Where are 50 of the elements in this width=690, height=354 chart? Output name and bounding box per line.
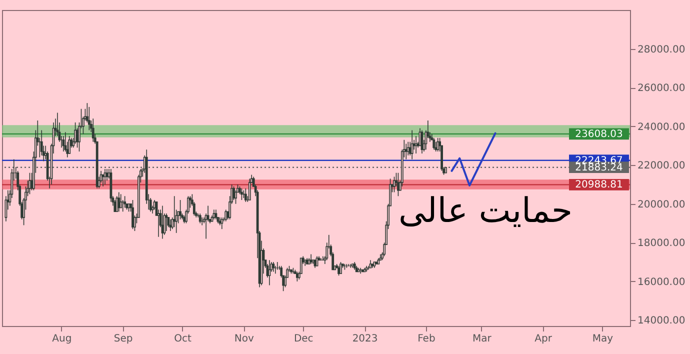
candlestick [234,190,237,204]
x-tick-label: Nov [234,334,254,344]
candlestick [68,136,71,154]
candlestick [393,176,396,193]
candlestick [198,213,202,224]
candlestick [132,200,134,230]
candlestick [410,130,414,160]
candlestick [165,213,168,232]
ref-line-label: 20988.81 [575,180,623,191]
candlestick [268,260,271,286]
candlestick [434,141,438,152]
x-tick-label: Dec [294,334,314,344]
candlestick [92,118,94,142]
candlestick [120,194,122,208]
y-tick-label: 14000.00 [638,316,686,327]
x-tick-label: Feb [418,334,436,344]
y-tick-label: 22000.00 [638,160,686,172]
x-tick-label: Sep [114,334,133,344]
y-tick-label: 26000.00 [638,83,686,94]
x-tick-label: May [592,334,614,344]
candlestick [248,178,251,200]
x-tick-label: Apr [534,334,553,344]
candlestick [404,143,408,160]
candlestick [340,262,342,274]
candlestick [179,200,182,220]
ref-line-label: 23608.03 [575,128,623,140]
candlestick [232,186,235,200]
x-tick-label: Mar [472,334,492,344]
y-tick-label: 28000.00 [638,44,686,56]
x-tick-label: Aug [52,334,72,344]
annotation: حمایت عالی [398,191,573,232]
candlestick [212,209,216,220]
candlestick [118,192,120,212]
candlestick [88,106,90,131]
y-tick-label: 24000.00 [638,122,686,133]
ref-line-label: 21883.24 [575,162,623,174]
candlestick [214,209,218,220]
x-tick-label: 2023 [352,334,378,344]
y-tick-label: 16000.00 [638,276,686,288]
x-tick-label: Oct [174,334,192,344]
candlestick [28,172,31,195]
candlestick [432,138,436,150]
candlestick [406,141,410,156]
y-tick-label: 18000.00 [638,238,686,250]
y-tick-label: 20000.00 [638,199,686,210]
candlestick [124,196,126,208]
candlestick [240,188,243,200]
candlestick [116,196,118,212]
candlestick [272,262,275,272]
candlestick [62,136,65,152]
